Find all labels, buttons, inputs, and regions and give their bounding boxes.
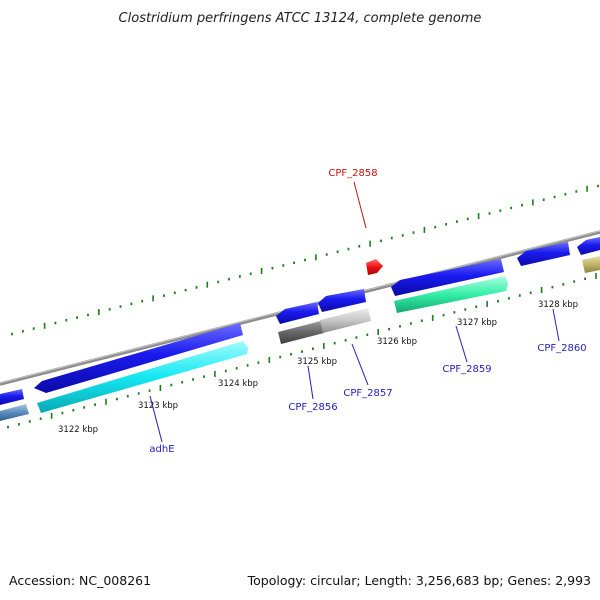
kbp-label: 3123 kbp bbox=[138, 401, 178, 411]
gene-label[interactable]: adhE bbox=[149, 444, 174, 455]
gene-callout-line bbox=[351, 343, 369, 386]
gene-arrow-blue-small-1[interactable] bbox=[276, 302, 319, 324]
kbp-label: 3125 kbp bbox=[297, 357, 337, 367]
gene-labels: adhE CPF_2856 CPF_2857 CPF_2858 CPF_2859 CPF_… bbox=[149, 168, 586, 455]
gene-callout-line bbox=[307, 365, 314, 400]
gene-arrow-partial-right-olive[interactable] bbox=[582, 256, 600, 273]
gene-label[interactable]: CPF_2857 bbox=[343, 388, 392, 399]
gene-arrow-CPF_2860[interactable] bbox=[517, 242, 570, 266]
kbp-label: 3124 kbp bbox=[218, 379, 258, 389]
gene-arrow-adhE[interactable] bbox=[37, 341, 248, 413]
inner-tick-row bbox=[7, 273, 597, 429]
gene-arrow-CPF_2857[interactable] bbox=[320, 308, 371, 333]
kbp-label: 3128 kbp bbox=[538, 300, 578, 310]
gene-label[interactable]: CPF_2858 bbox=[328, 168, 377, 179]
accession-text: Accession: NC_008261 bbox=[9, 573, 151, 588]
gene-callout-line bbox=[353, 181, 367, 229]
kbp-label: 3126 kbp bbox=[377, 337, 417, 347]
gene-callout-lines bbox=[149, 181, 560, 443]
gene-arrow-CPF_2856[interactable] bbox=[278, 321, 324, 344]
gene-arrow-partial-right-blue[interactable] bbox=[577, 237, 600, 255]
kbp-label: 3122 kbp bbox=[58, 425, 98, 435]
gene-callout-line bbox=[149, 395, 163, 443]
gene-arrow-CPF_2858[interactable] bbox=[366, 259, 383, 275]
outer-tick-row bbox=[11, 184, 599, 336]
gene-features bbox=[0, 237, 600, 421]
gene-callout-line bbox=[552, 308, 560, 342]
kbp-scale-labels: 3122 kbp 3123 kbp 3124 kbp 3125 kbp 3126 kbp… bbox=[58, 300, 578, 435]
gene-label[interactable]: CPF_2860 bbox=[537, 343, 586, 354]
gene-label[interactable]: CPF_2859 bbox=[442, 364, 491, 375]
kbp-label: 3127 kbp bbox=[457, 318, 497, 328]
gene-arrow-partial-blue[interactable] bbox=[0, 389, 24, 405]
gene-label[interactable]: CPF_2856 bbox=[288, 402, 337, 413]
map-title: Clostridium perfringens ATCC 13124, comp… bbox=[119, 11, 482, 26]
gene-callout-line bbox=[455, 325, 468, 363]
gene-arrow-CPF_2859[interactable] bbox=[394, 276, 508, 313]
gene-arrow-blue-small-2[interactable] bbox=[318, 289, 366, 312]
gene-arrow-blue-CPF_2859-upper[interactable] bbox=[391, 259, 504, 296]
genome-summary-text: Topology: circular; Length: 3,256,683 bp… bbox=[247, 573, 591, 588]
gene-arrow-partial-steel[interactable] bbox=[0, 404, 29, 421]
gene-arrow-long-blue[interactable] bbox=[34, 323, 243, 393]
